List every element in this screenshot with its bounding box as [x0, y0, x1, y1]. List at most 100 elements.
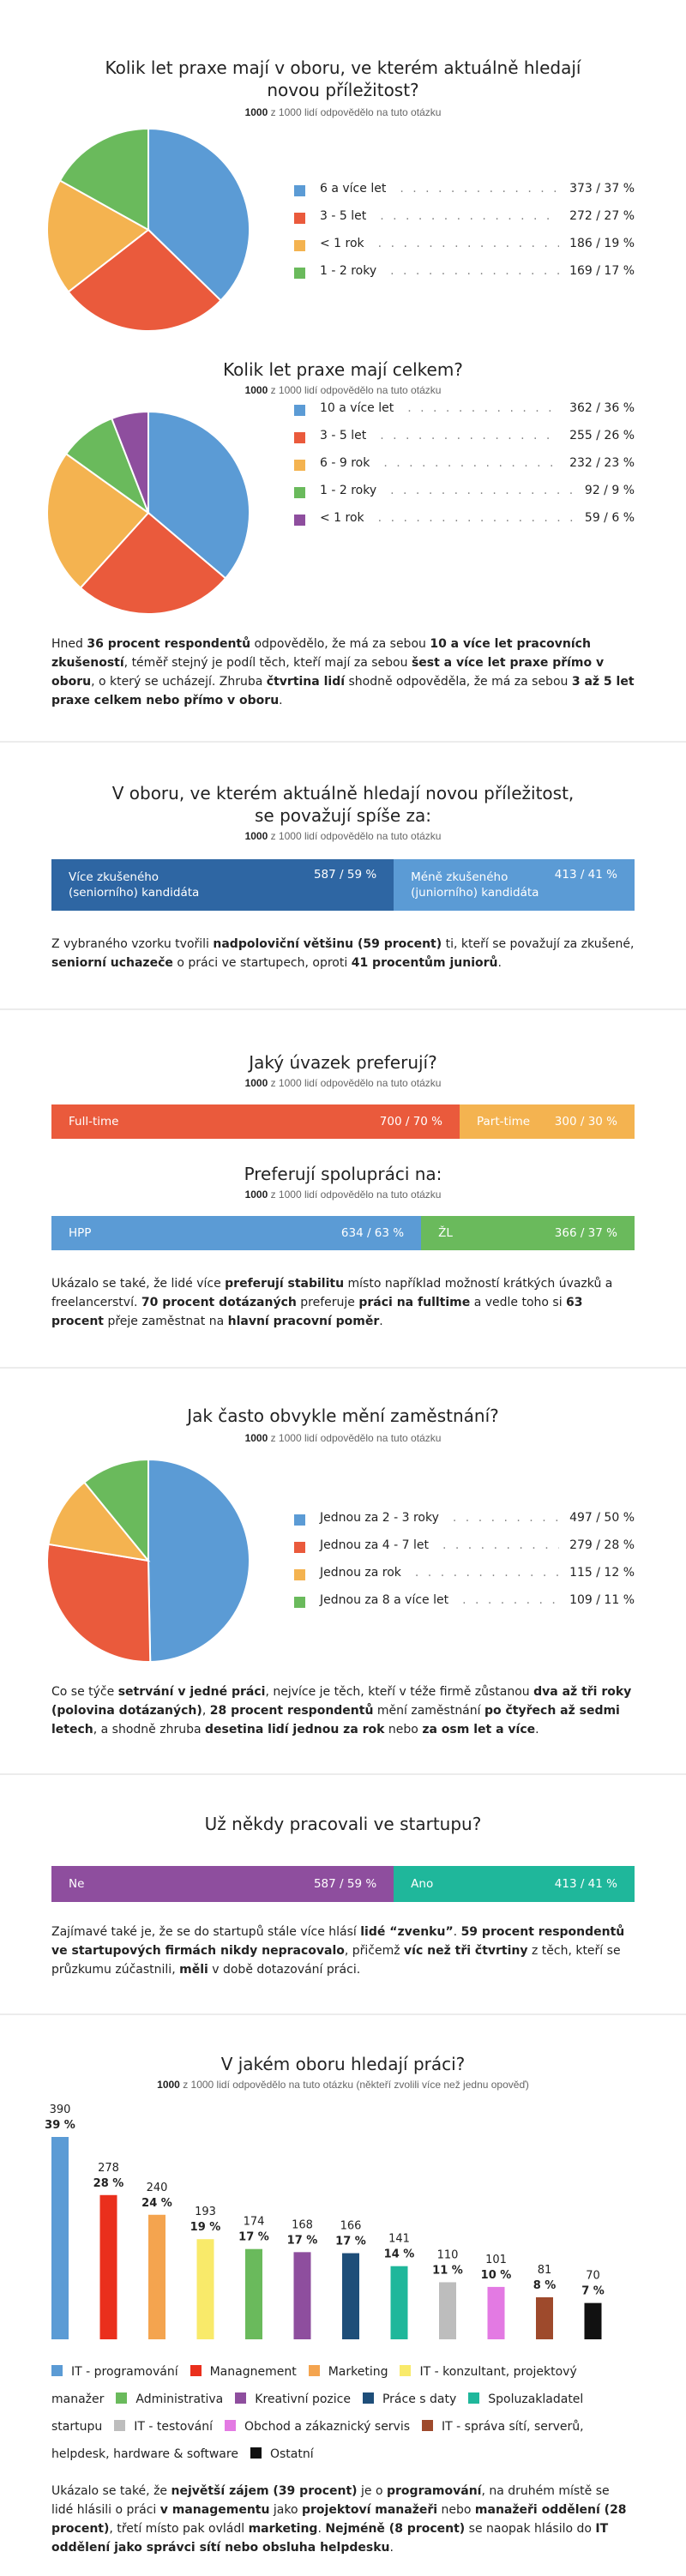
paragraph-text: Hned [51, 637, 87, 651]
legend-swatch [51, 2365, 63, 2376]
bar-percent-label: 7 % [581, 2285, 605, 2298]
paragraph-text: ti, kteří se považují za zkušené, [442, 937, 635, 951]
paragraph-emphasis: po čtyřech až sedmi letech [51, 1704, 620, 1736]
legend-swatch [294, 1569, 305, 1580]
paragraph-text: z těch, kteří se průzkumu zúčastnili, [51, 1944, 621, 1977]
chart1-title-line1: Kolik let praxe mají v oboru, ve kterém … [105, 57, 581, 78]
bar-percent-label: 39 % [45, 2119, 75, 2132]
pie-slice-1 [147, 412, 250, 580]
bar-segment-label: Více zkušeného (seniorního) kandidáta [69, 870, 200, 900]
bar-12 [584, 2302, 602, 2339]
paragraph-emphasis: Nejméně (8 procent) [325, 2522, 466, 2536]
legend-leader-dots: . . . . . . . . . . . . . . . . . . . . … [407, 401, 559, 415]
legend-label: Obchod a zákaznický servis [244, 2420, 411, 2434]
paragraph-emphasis: hlavní pracovní poměr [227, 1315, 380, 1328]
chart3-title-line2: se považují spíše za: [255, 805, 431, 826]
paragraph-emphasis: 63 procent [51, 1296, 583, 1328]
bar-segment-value: 413 / 41 % [554, 868, 617, 882]
respondent-note-text: z 1000 lidí odpovědělo na tuto otázku [268, 384, 442, 396]
bar-6 [293, 2252, 311, 2339]
legend-label: Jednou za 4 - 7 let [320, 1538, 429, 1552]
legend-value: 272 / 27 % [569, 209, 635, 223]
bar-segment-label: Ano [411, 1877, 434, 1891]
pie-slice-4 [82, 1460, 149, 1563]
paragraph-emphasis: desetina lidí jednou za rok [205, 1723, 385, 1736]
chart2-pie [47, 412, 250, 614]
paragraph-emphasis: měli [179, 1963, 208, 1977]
legend-label: < 1 rok [320, 237, 364, 250]
legend-item: < 1 rok . . . . . . . . . . . . . . . . .… [294, 235, 635, 262]
legend-value: 232 / 23 % [569, 456, 635, 470]
legend-swatch [294, 268, 305, 279]
paragraph-text: odpovědělo, že má za sebou [250, 637, 430, 651]
section-divider [0, 1367, 686, 1369]
chart4-title: Jaký úvazek preferují? [249, 1052, 437, 1073]
legend-label: Kreativní pozice [255, 2392, 351, 2406]
legend-leader-dots: . . . . . . . . . . . . . . . . . . . . … [400, 182, 560, 196]
bar-segment-value: 700 / 70 % [379, 1115, 442, 1129]
legend-item: 3 - 5 let . . . . . . . . . . . . . . . .… [294, 427, 635, 454]
chart5-stacked-bar: HPP 634 / 63 % ŽL 366 / 37 % [51, 1216, 635, 1250]
chart6-title: Jak často obvykle mění zaměstnání? [187, 1405, 499, 1426]
paragraph-emphasis: lidé “zvenku” [360, 1925, 454, 1939]
bar-percent-label: 11 % [432, 2264, 463, 2277]
legend-item: 6 a více let . . . . . . . . . . . . . . … [294, 180, 635, 208]
chart1-respondents-note: 1000 z 1000 lidí odpovědělo na tuto otáz… [0, 106, 686, 118]
legend-swatch [422, 2420, 434, 2431]
legend-item: 1 - 2 roky . . . . . . . . . . . . . . . … [294, 482, 635, 509]
legend-value: 109 / 11 % [569, 1593, 635, 1607]
respondent-note-text: z 1000 lidí odpovědělo na tuto otázku [268, 1077, 442, 1089]
legend-item: Jednou za 8 a více let . . . . . . . . . … [294, 1592, 635, 1619]
bar-value-label: 390 [50, 2104, 71, 2116]
legend-leader-dots: . . . . . . . . . . . . . . . . . . . . … [390, 264, 559, 278]
chart2-paragraph: Hned 36 procent respondentů odpovědělo, … [51, 635, 635, 710]
bar-value-label: 70 [586, 2270, 600, 2283]
legend-swatch [294, 213, 305, 224]
pie-slice-2 [79, 511, 227, 614]
legend-line: helpdesk, hardware & software Ostatní [51, 2441, 635, 2468]
bar-segment-label: Ne [69, 1877, 85, 1891]
bar-segment-2: Méně zkušeného (juniorního) kandidáta 413 … [394, 859, 635, 911]
legend-label: Jednou za 8 a více let [320, 1593, 449, 1607]
legend-swatch [235, 2392, 247, 2404]
legend-swatch [294, 1514, 305, 1526]
paragraph-emphasis: dva až tři roky (polovina dotázaných) [51, 1685, 632, 1718]
legend-swatch [114, 2420, 126, 2431]
chart8-paragraph: Ukázalo se také, že největší zájem (39 p… [51, 2482, 635, 2557]
paragraph-text: mění zaměstnání [373, 1704, 484, 1718]
chart8-respondents-note: 1000 z 1000 lidí odpovědělo na tuto otáz… [0, 2079, 686, 2091]
paragraph-text: Ukázalo se také, že [51, 2484, 172, 2498]
legend-item: 6 - 9 rok . . . . . . . . . . . . . . . .… [294, 454, 635, 482]
pie-slice-3 [47, 179, 150, 293]
legend-leader-dots: . . . . . . . . . . . . . . . . . . . . … [380, 429, 559, 442]
bar-10 [487, 2286, 505, 2339]
legend-value: 169 / 17 % [569, 264, 635, 278]
section-divider [0, 1773, 686, 1775]
legend-swatch [294, 405, 305, 416]
bar-4 [196, 2239, 214, 2339]
respondent-note-text: z 1000 lidí odpovědělo na tuto otázku [268, 830, 442, 842]
legend-label: Jednou za rok [320, 1566, 401, 1580]
bar-value-label: 168 [292, 2218, 313, 2231]
paragraph-text: . [453, 1925, 461, 1939]
respondent-count: 1000 [244, 830, 268, 842]
legend-label: Administrativa [135, 2392, 224, 2406]
legend-label: 6 a více let [320, 182, 387, 196]
legend-item: 1 - 2 roky . . . . . . . . . . . . . . . … [294, 262, 635, 290]
paragraph-emphasis: nadpoloviční většinu (59 procent) [213, 937, 442, 951]
chart8-bar-chart: 390 39 % 278 28 % 240 24 % 193 19 % 174 17 % 168 17… [45, 2104, 605, 2339]
legend-label: 6 - 9 rok [320, 456, 370, 470]
chart2-legend: 10 a více let . . . . . . . . . . . . . .… [294, 400, 635, 537]
legend-swatch [294, 487, 305, 498]
paragraph-text: . [535, 1723, 539, 1736]
legend-leader-dots: . . . . . . . . . . . . . . . . . . . . … [383, 456, 559, 470]
bar-value-label: 174 [244, 2216, 265, 2229]
legend-swatch [250, 2447, 262, 2459]
chart4-respondents-note: 1000 z 1000 lidí odpovědělo na tuto otáz… [0, 1077, 686, 1089]
legend-leader-dots: . . . . . . . . . . . . . . . . . . . . … [377, 237, 559, 250]
legend-value: 186 / 19 % [569, 237, 635, 250]
bar-value-label: 278 [98, 2162, 119, 2175]
paragraph-emphasis: 3 až 5 let praxe celkem nebo přímo v obo… [51, 675, 635, 707]
bar-percent-label: 14 % [384, 2248, 415, 2261]
paragraph-text: o práci ve startupech, oproti [172, 956, 352, 970]
